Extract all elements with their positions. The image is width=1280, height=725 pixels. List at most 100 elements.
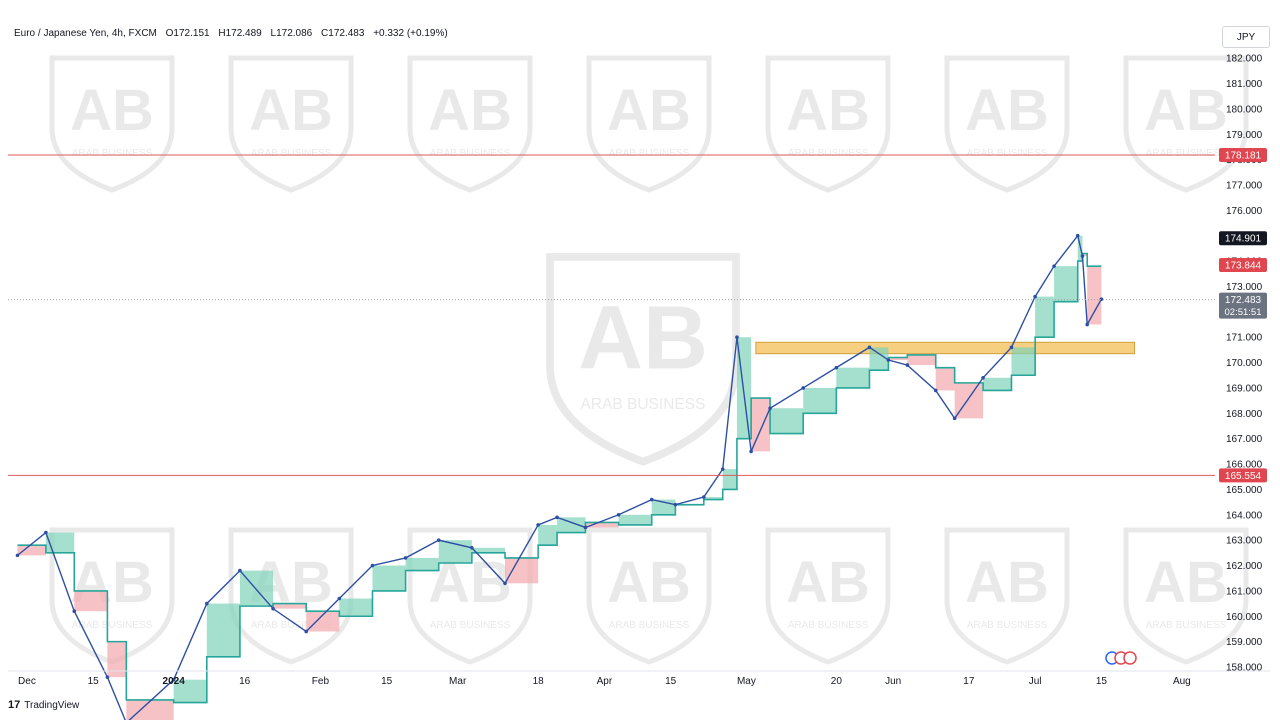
trend-cloud-segment bbox=[74, 590, 108, 612]
cloud-price-tag-bg bbox=[1219, 258, 1267, 273]
price-point bbox=[673, 502, 678, 507]
price-tags-layer: 178.181 165.554 174.901 173.844 172.48302:51… bbox=[1105, 148, 1267, 665]
ohlc-open: O172.151 bbox=[165, 28, 210, 39]
x-tick-label-9: 15 bbox=[665, 676, 677, 687]
watermark-text: ARAB BUSINESS bbox=[430, 620, 511, 631]
price-point bbox=[768, 406, 772, 411]
price-point bbox=[1052, 264, 1056, 268]
trend-cloud-segment bbox=[173, 679, 207, 703]
watermark-text: ARAB BUSINESS bbox=[609, 148, 690, 159]
x-tick-label-10: May bbox=[737, 676, 756, 687]
y-tick-label-5: 163.000 bbox=[1226, 536, 1263, 547]
watermark-shield-icon bbox=[586, 55, 712, 193]
price-point bbox=[271, 606, 275, 611]
watermark-shield-icon bbox=[407, 55, 533, 193]
y-tick-label-1: 159.000 bbox=[1226, 637, 1263, 648]
watermark-text: ARAB BUSINESS bbox=[788, 148, 869, 159]
price-point bbox=[436, 538, 441, 542]
price-point bbox=[616, 512, 621, 517]
price-point bbox=[105, 675, 110, 679]
trend-cloud-segment bbox=[557, 517, 586, 533]
x-tick-label-3: 16 bbox=[239, 676, 251, 687]
watermark-monogram: AB bbox=[249, 78, 333, 143]
trend-cloud-segment bbox=[45, 532, 75, 553]
horizontal-levels-layer bbox=[8, 154, 1215, 476]
trend-cloud-segment bbox=[983, 377, 1012, 391]
watermark-shield-icon bbox=[765, 55, 891, 193]
x-tick-label-15: 15 bbox=[1096, 676, 1108, 687]
price-point bbox=[403, 556, 408, 560]
trend-cloud-segment bbox=[722, 469, 737, 490]
y-tick-label-12: 170.000 bbox=[1226, 358, 1263, 369]
trend-cloud-segment bbox=[273, 603, 307, 609]
trend-cloud-segment bbox=[751, 398, 771, 452]
price-point bbox=[1009, 345, 1014, 350]
trend-cloud-segment bbox=[803, 387, 837, 414]
x-tick-label-11: 20 bbox=[831, 676, 843, 687]
y-tick-label-21: 179.000 bbox=[1226, 130, 1263, 141]
trend-cloud-segment bbox=[1087, 266, 1102, 325]
trend-cloud-segment bbox=[1082, 253, 1088, 257]
price-point bbox=[1080, 254, 1085, 258]
trend-cloud-segment bbox=[1035, 296, 1055, 338]
x-tick-label-16: Aug bbox=[1173, 676, 1191, 687]
price-point bbox=[735, 335, 739, 340]
trend-step-line bbox=[17, 252, 1102, 704]
x-tick-label-13: 17 bbox=[963, 676, 975, 687]
y-tick-label-11: 169.000 bbox=[1226, 383, 1263, 394]
y-tick-label-9: 167.000 bbox=[1226, 434, 1263, 445]
trend-cloud-segment bbox=[935, 367, 955, 391]
level-tag-0-bg bbox=[1219, 148, 1267, 163]
trend-cloud-segment bbox=[306, 611, 340, 632]
trend-cloud-segment bbox=[339, 598, 373, 617]
y-tick-label-10: 168.000 bbox=[1226, 409, 1263, 420]
price-point bbox=[337, 596, 342, 601]
price-point bbox=[44, 530, 48, 535]
watermark-text: ARAB BUSINESS bbox=[72, 148, 153, 159]
watermark-monogram: AB bbox=[965, 78, 1049, 143]
trend-cloud-segment bbox=[126, 699, 174, 723]
support-zone bbox=[755, 341, 1136, 355]
tradingview-label: TradingView bbox=[24, 699, 80, 711]
price-point bbox=[720, 467, 725, 471]
trend-cloud-segment bbox=[107, 641, 127, 678]
price-point bbox=[470, 545, 474, 550]
price-point bbox=[304, 629, 309, 634]
trend-cloud-segment bbox=[907, 354, 936, 366]
x-tick-label-12: Jun bbox=[885, 676, 901, 687]
watermark-shield-icon bbox=[944, 55, 1070, 193]
footer-brand[interactable]: 17 TradingView bbox=[8, 699, 79, 711]
cloud-price-tag: 173.844 bbox=[1225, 261, 1262, 272]
y-tick-label-13: 171.000 bbox=[1226, 333, 1263, 344]
watermark-shield-icon bbox=[546, 253, 740, 466]
y-tick-label-18: 176.000 bbox=[1226, 206, 1263, 217]
watermark-monogram: AB bbox=[786, 78, 870, 143]
watermark-monogram: AB bbox=[578, 289, 708, 389]
watermark-shield-icon bbox=[1123, 55, 1249, 193]
trend-cloud-segment bbox=[618, 514, 652, 525]
watermark-logo-10: AB ARAB BUSINESS bbox=[944, 55, 1070, 193]
watermark-monogram: AB bbox=[607, 550, 691, 615]
trend-cloud-segment bbox=[1011, 347, 1036, 376]
watermark-logo-9: AB ARAB BUSINESS bbox=[765, 527, 891, 665]
price-point bbox=[749, 449, 753, 454]
watermark-shield-icon bbox=[1123, 527, 1249, 665]
x-tick-label-14: Jul bbox=[1029, 676, 1042, 687]
watermark-text: ARAB BUSINESS bbox=[251, 620, 332, 631]
price-point bbox=[886, 358, 891, 362]
watermark-monogram: AB bbox=[1144, 550, 1228, 615]
x-tick-label-2: 2024 bbox=[163, 676, 186, 687]
watermark-logo-8: AB ARAB BUSINESS bbox=[765, 55, 891, 193]
countdown-tag: 02:51:51 bbox=[1225, 307, 1262, 318]
watermark-text: ARAB BUSINESS bbox=[251, 148, 332, 159]
y-tick-label-15: 173.000 bbox=[1226, 282, 1263, 293]
trend-cloud-segment bbox=[505, 557, 539, 584]
currency-button[interactable]: JPY bbox=[1222, 26, 1270, 48]
price-point bbox=[555, 515, 559, 520]
y-tick-label-0: 158.000 bbox=[1226, 663, 1263, 674]
event-markers-icon bbox=[1105, 651, 1137, 665]
price-point bbox=[1075, 233, 1080, 238]
y-tick-label-19: 177.000 bbox=[1226, 180, 1263, 191]
